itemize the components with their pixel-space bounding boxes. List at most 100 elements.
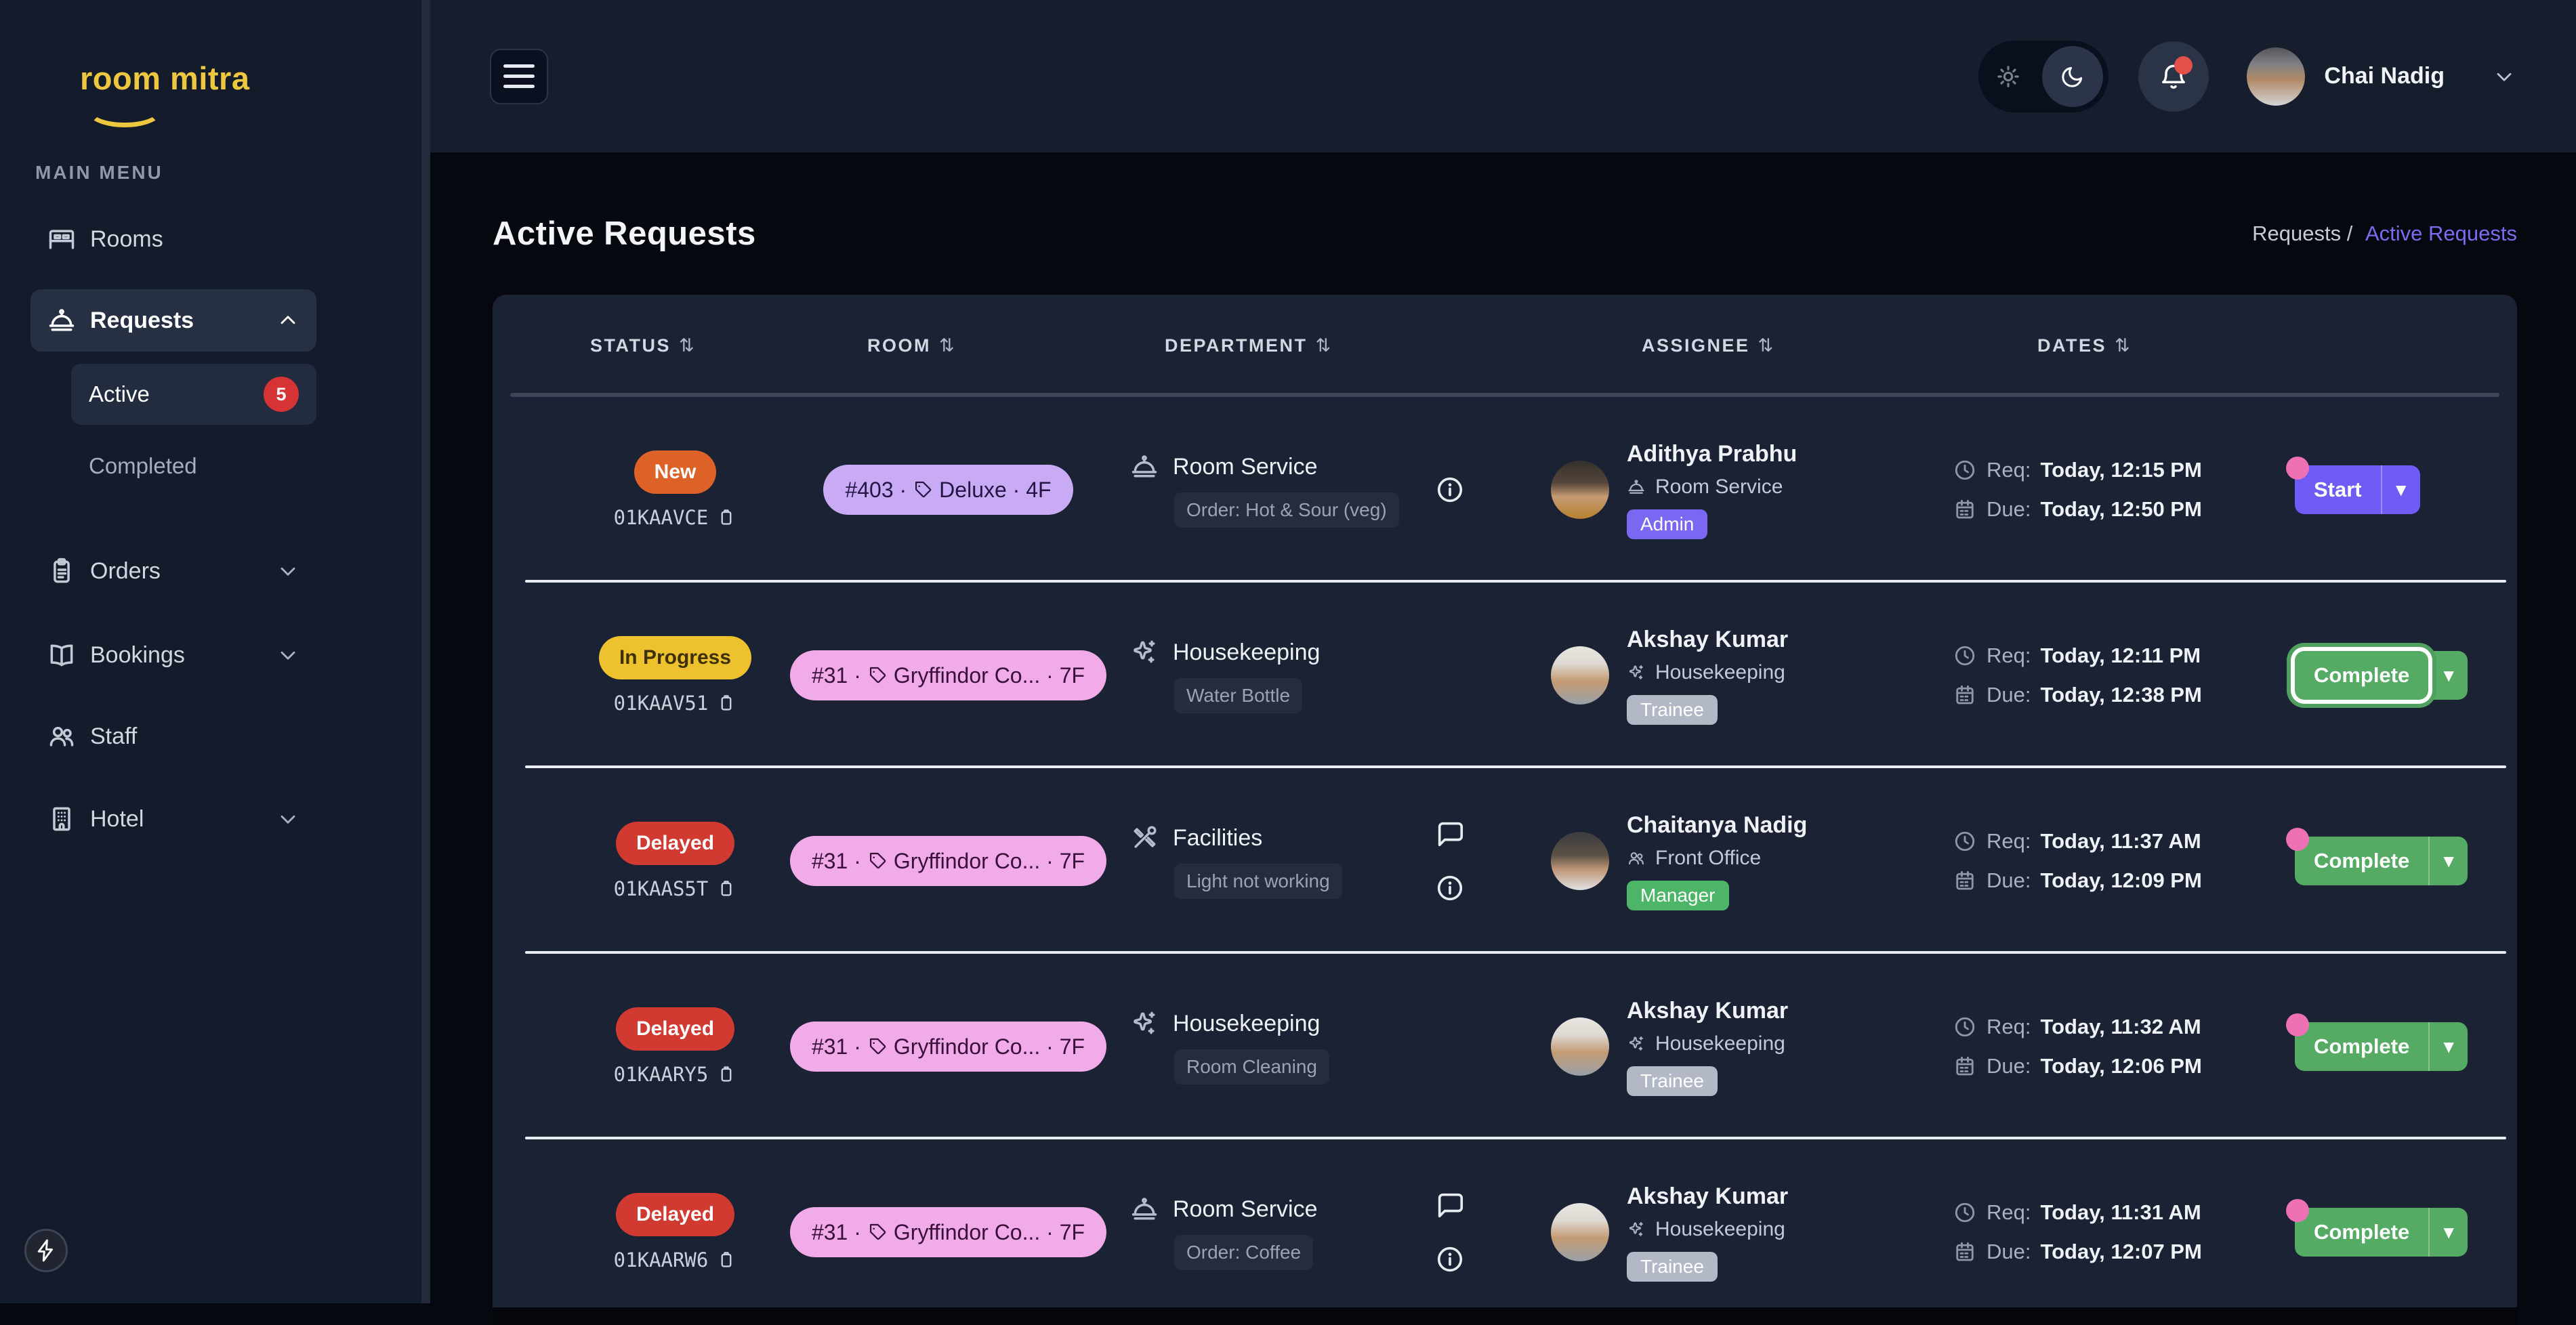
chevron-down-icon [276, 559, 300, 583]
status-badge: Delayed [616, 822, 734, 865]
topbar-right: Chai Nadig [1978, 41, 2516, 112]
assignee-department: Housekeeping [1655, 1032, 1785, 1055]
info-icon[interactable] [1434, 1244, 1466, 1275]
sidebar-item-staff[interactable]: Staff [30, 705, 316, 767]
complete-button[interactable]: Complete [2295, 837, 2428, 885]
room-type: Gryffindor Co... · 7F [894, 849, 1085, 874]
sun-icon[interactable] [1995, 63, 2022, 90]
content: Active Requests Requests / Active Reques… [430, 152, 2576, 1325]
sidebar-item-active[interactable]: Active 5 [71, 364, 316, 425]
sidebar-item-completed[interactable]: Completed [71, 436, 316, 497]
column-header-dates[interactable]: DATES ⇅ [2037, 335, 2295, 356]
chat-icon[interactable] [1434, 818, 1466, 849]
complete-button[interactable]: Complete [2295, 1022, 2428, 1071]
requested-label: Req: [1987, 1015, 2031, 1039]
sidebar-nav: Rooms Requests Active 5 Completed Orders [30, 208, 316, 850]
sidebar-item-bookings[interactable]: Bookings [30, 624, 316, 686]
room-number: #31 · [812, 849, 861, 874]
sidebar-item-requests[interactable]: Requests [30, 289, 316, 352]
action-dropdown-button[interactable]: ▼ [2428, 1022, 2468, 1071]
page-head: Active Requests Requests / Active Reques… [493, 215, 2517, 253]
tag-icon [913, 480, 932, 499]
dark-mode-button[interactable] [2042, 46, 2103, 107]
column-header-room[interactable]: ROOM ⇅ [867, 335, 1129, 356]
tools-icon [1129, 823, 1159, 853]
room-badge[interactable]: #31 · Gryffindor Co... · 7F [790, 1022, 1106, 1072]
avatar [1551, 1203, 1609, 1261]
app-root: room mitra MAIN MENU Rooms Requests Acti… [0, 0, 2576, 1303]
department-name: Housekeeping [1173, 1011, 1320, 1037]
pink-notification-dot [2286, 1013, 2309, 1036]
assignee-department: Housekeeping [1655, 661, 1785, 684]
avatar [1551, 1017, 1609, 1076]
chevron-down-icon[interactable] [2492, 64, 2516, 89]
department-name: Facilities [1173, 825, 1262, 851]
due-value: Today, 12:06 PM [2040, 1054, 2201, 1078]
sidebar-item-orders[interactable]: Orders [30, 540, 316, 602]
room-badge[interactable]: #31 · Gryffindor Co... · 7F [790, 1207, 1106, 1257]
copy-icon[interactable] [716, 1250, 736, 1270]
lightning-icon [34, 1238, 58, 1263]
building-icon [47, 804, 77, 834]
status-badge: New [634, 450, 717, 494]
info-icon[interactable] [1434, 872, 1466, 904]
table-row: New 01KAAVCE #403 · Deluxe · 4F [493, 397, 2517, 583]
copy-icon[interactable] [716, 693, 736, 713]
column-header-department[interactable]: DEPARTMENT ⇅ [1165, 335, 1428, 356]
calendar-icon [1953, 868, 1977, 893]
sidebar-item-label: Requests [90, 308, 194, 334]
theme-toggle[interactable] [1978, 41, 2108, 112]
concierge-bell-icon [47, 306, 77, 335]
menu-toggle-button[interactable] [490, 49, 548, 104]
notifications-button[interactable] [2138, 41, 2209, 112]
column-header-status[interactable]: STATUS ⇅ [590, 335, 767, 356]
caret-down-icon: ▼ [2396, 482, 2406, 498]
sidebar-item-hotel[interactable]: Hotel [30, 788, 316, 850]
quick-actions-button[interactable] [24, 1229, 68, 1272]
avatar [2247, 47, 2305, 106]
action-dropdown-button[interactable]: ▼ [2428, 1208, 2468, 1257]
requested-value: Today, 11:32 AM [2040, 1015, 2201, 1039]
copy-icon[interactable] [716, 507, 736, 528]
action-dropdown-button[interactable]: ▼ [2428, 651, 2468, 700]
room-badge[interactable]: #403 · Deluxe · 4F [823, 465, 1073, 515]
department-detail: Room Cleaning [1174, 1049, 1329, 1085]
user-menu[interactable]: Chai Nadig [2247, 47, 2445, 106]
department-name: Housekeeping [1173, 639, 1320, 666]
breadcrumb-parent[interactable]: Requests / [2252, 222, 2352, 245]
app-logo[interactable]: room mitra [80, 60, 250, 97]
sidebar-scrollbar[interactable] [421, 0, 430, 1303]
sidebar-section-label: MAIN MENU [35, 162, 430, 184]
table-row: In Progress 01KAAV51 #31 · Gryffindor Co… [493, 583, 2517, 768]
complete-button[interactable]: Complete [2295, 651, 2428, 700]
info-icon[interactable] [1434, 474, 1466, 505]
chat-icon[interactable] [1434, 1190, 1466, 1221]
copy-icon[interactable] [716, 879, 736, 899]
pink-notification-dot [2286, 828, 2309, 851]
horizontal-scrollbar[interactable] [493, 1307, 2517, 1325]
action-dropdown-button[interactable]: ▼ [2381, 465, 2420, 514]
copy-icon[interactable] [716, 1064, 736, 1085]
sparkles-icon [1129, 637, 1159, 667]
requested-label: Req: [1987, 829, 2031, 854]
action-button-group: Complete ▼ [2295, 1022, 2468, 1071]
room-badge[interactable]: #31 · Gryffindor Co... · 7F [790, 650, 1106, 700]
clock-icon [1953, 829, 1977, 854]
avatar [1551, 832, 1609, 890]
assignee-name: Akshay Kumar [1627, 627, 1788, 653]
sidebar-item-rooms[interactable]: Rooms [30, 208, 316, 270]
action-dropdown-button[interactable]: ▼ [2428, 837, 2468, 885]
complete-button[interactable]: Complete [2295, 1208, 2428, 1257]
sidebar-item-label: Hotel [90, 806, 144, 833]
column-header-assignee[interactable]: ASSIGNEE ⇅ [1642, 335, 1953, 356]
table-row: Delayed 01KAAS5T #31 · Gryffindor Co... … [493, 768, 2517, 954]
calendar-icon [1953, 1054, 1977, 1078]
requested-value: Today, 12:11 PM [2040, 644, 2201, 668]
action-button-group: Complete ▼ [2295, 837, 2468, 885]
room-type: Gryffindor Co... · 7F [894, 1220, 1085, 1245]
topbar: Chai Nadig [430, 0, 2576, 152]
room-badge[interactable]: #31 · Gryffindor Co... · 7F [790, 836, 1106, 886]
people-icon [47, 721, 77, 751]
department-detail: Order: Hot & Sour (veg) [1174, 492, 1399, 528]
breadcrumb-current[interactable]: Active Requests [2365, 222, 2517, 245]
